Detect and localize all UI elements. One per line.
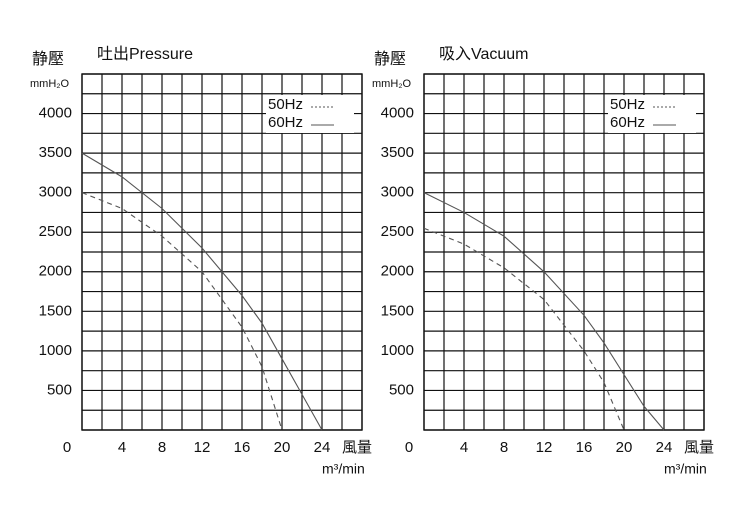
- x-label: 風量: [684, 439, 714, 456]
- y-tick-label: 2500: [381, 223, 414, 240]
- y-label: 静壓: [374, 50, 406, 68]
- y-unit: mmH₂O: [372, 78, 412, 90]
- y-tick-label: 3500: [39, 144, 72, 161]
- y-tick-label: 2500: [39, 223, 72, 240]
- x-tick-label: 16: [234, 439, 251, 456]
- series-line: [423, 192, 665, 431]
- y-tick-label: 0: [63, 439, 71, 456]
- panel: 4 8 12 16 20 24 0 500 1000 1500 2000 2500 3000 3500 40…: [30, 45, 372, 476]
- y-unit: mmH₂O: [30, 78, 70, 90]
- y-tick-label: 1500: [381, 302, 414, 319]
- x-tick-label: 8: [500, 439, 508, 456]
- legend-box: [266, 95, 354, 133]
- chart-title: 吸入Vacuum: [439, 46, 529, 63]
- legend-label: 50Hz: [268, 96, 303, 113]
- y-tick-label: 1000: [381, 342, 414, 359]
- x-tick-label: 24: [656, 439, 673, 456]
- x-tick-label: 12: [536, 439, 553, 456]
- y-tick-label: 500: [47, 381, 72, 398]
- y-tick-label: 3000: [39, 184, 72, 201]
- y-tick-label: 3500: [381, 144, 414, 161]
- x-label: 風量: [342, 439, 372, 456]
- legend-box: [608, 95, 696, 133]
- x-tick-label: 24: [314, 439, 331, 456]
- x-tick-label: 8: [158, 439, 166, 456]
- x-unit: m³/min: [664, 461, 707, 477]
- x-tick-label: 4: [460, 439, 468, 456]
- y-tick-label: 0: [405, 439, 413, 456]
- series-line: [423, 227, 625, 431]
- y-tick-label: 2000: [381, 263, 414, 280]
- series-line: [81, 152, 323, 431]
- y-label: 静壓: [32, 50, 64, 68]
- y-tick-label: 3000: [381, 184, 414, 201]
- legend-label: 60Hz: [610, 114, 645, 131]
- series-line: [81, 192, 283, 431]
- y-tick-label: 2000: [39, 263, 72, 280]
- y-tick-label: 1500: [39, 302, 72, 319]
- legend-label: 60Hz: [268, 114, 303, 131]
- legend-label: 50Hz: [610, 96, 645, 113]
- y-tick-label: 4000: [381, 105, 414, 122]
- y-tick-label: 1000: [39, 342, 72, 359]
- x-tick-label: 12: [194, 439, 211, 456]
- x-unit: m³/min: [322, 461, 365, 477]
- panel: 4 8 12 16 20 24 0 500 1000 1500 2000 2500 3000 3500 40…: [372, 46, 714, 476]
- y-tick-label: 500: [389, 381, 414, 398]
- x-tick-label: 20: [274, 439, 291, 456]
- y-tick-label: 4000: [39, 105, 72, 122]
- chart-title: 吐出Pressure: [97, 45, 193, 63]
- plot-frame: [423, 73, 705, 431]
- x-tick-label: 16: [576, 439, 593, 456]
- x-tick-label: 20: [616, 439, 633, 456]
- plot-frame: [81, 73, 363, 431]
- x-tick-label: 4: [118, 439, 126, 456]
